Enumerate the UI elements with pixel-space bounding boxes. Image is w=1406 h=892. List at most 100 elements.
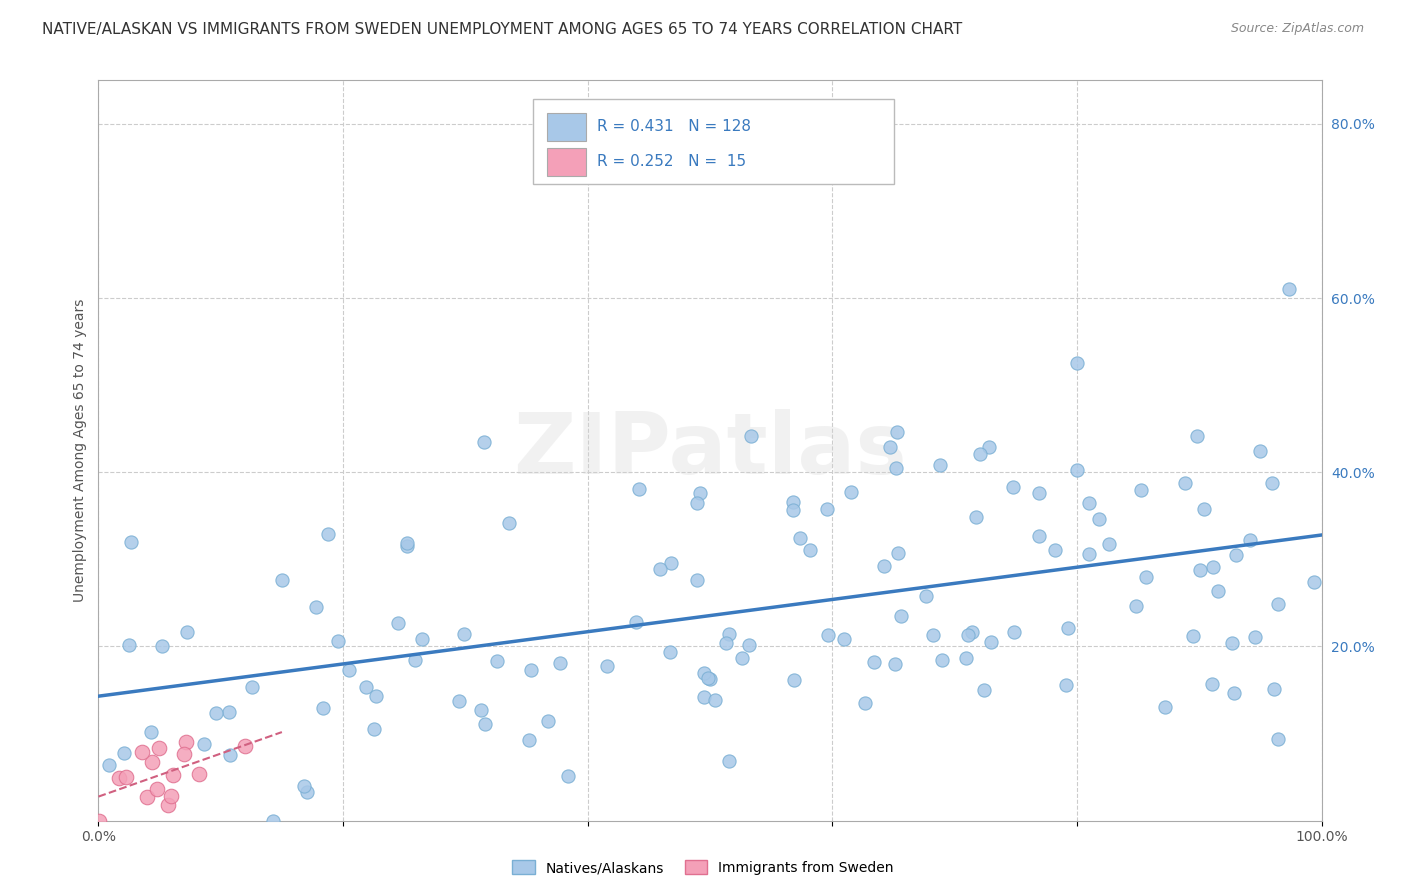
Point <box>883 657 905 672</box>
Point <box>731 650 754 665</box>
Point <box>965 509 987 524</box>
Point <box>1004 624 1026 639</box>
Point <box>271 573 294 587</box>
Point <box>718 754 741 768</box>
Point <box>1088 512 1111 526</box>
FancyBboxPatch shape <box>547 148 586 176</box>
Point <box>447 694 470 708</box>
Point <box>120 535 142 549</box>
Point <box>1130 483 1153 497</box>
Point <box>973 682 995 697</box>
Point <box>1249 443 1271 458</box>
Point <box>1278 281 1301 295</box>
Point <box>782 495 804 509</box>
Text: Source: ZipAtlas.com: Source: ZipAtlas.com <box>1230 22 1364 36</box>
Point <box>485 654 508 668</box>
Point <box>472 435 495 450</box>
Point <box>697 671 720 685</box>
Point <box>145 782 167 797</box>
Point <box>1002 480 1025 494</box>
Point <box>159 789 181 803</box>
Point <box>960 624 983 639</box>
Point <box>703 692 725 706</box>
Point <box>832 632 855 646</box>
Point <box>1201 677 1223 691</box>
Point <box>879 441 901 455</box>
Point <box>517 733 540 747</box>
Point <box>150 640 173 654</box>
Point <box>595 659 617 673</box>
Point <box>87 814 110 828</box>
Point <box>931 653 953 667</box>
Point <box>262 814 284 828</box>
Point <box>1125 599 1147 613</box>
Point <box>520 663 543 677</box>
Point <box>1220 636 1243 650</box>
Y-axis label: Unemployment Among Ages 65 to 74 years: Unemployment Among Ages 65 to 74 years <box>73 299 87 602</box>
Point <box>886 425 908 439</box>
Point <box>714 636 737 650</box>
Point <box>316 527 339 541</box>
Point <box>557 769 579 783</box>
Point <box>737 638 759 652</box>
Point <box>112 746 135 760</box>
Point <box>1028 485 1050 500</box>
Point <box>839 485 862 500</box>
Point <box>240 680 263 694</box>
Point <box>693 690 716 704</box>
Point <box>1206 584 1229 599</box>
Point <box>326 634 349 648</box>
Point <box>955 650 977 665</box>
Point <box>218 747 240 762</box>
Point <box>157 797 180 812</box>
Point <box>174 735 197 749</box>
Point <box>411 632 433 646</box>
Point <box>97 758 120 772</box>
Point <box>1223 686 1246 700</box>
FancyBboxPatch shape <box>533 99 893 184</box>
Point <box>148 741 170 756</box>
Point <box>699 672 721 686</box>
Point <box>1261 475 1284 490</box>
Point <box>718 627 741 641</box>
Point <box>474 717 496 731</box>
Point <box>141 755 163 769</box>
Point <box>1192 502 1215 516</box>
Point <box>799 543 821 558</box>
Legend: Natives/Alaskans, Immigrants from Sweden: Natives/Alaskans, Immigrants from Sweden <box>506 855 900 880</box>
Point <box>1078 496 1101 510</box>
Point <box>1303 575 1326 590</box>
Point <box>853 696 876 710</box>
Point <box>1057 621 1080 635</box>
Text: ZIPatlas: ZIPatlas <box>513 409 907 492</box>
Point <box>740 429 762 443</box>
Point <box>782 503 804 517</box>
Point <box>873 558 896 573</box>
Point <box>453 626 475 640</box>
Point <box>686 573 709 587</box>
Point <box>1239 533 1261 548</box>
Point <box>193 737 215 751</box>
Point <box>817 628 839 642</box>
Point <box>1182 629 1205 643</box>
Point <box>1188 563 1211 577</box>
Point <box>1267 732 1289 747</box>
Point <box>890 608 912 623</box>
Point <box>1043 543 1066 558</box>
Point <box>297 785 319 799</box>
Point <box>969 447 991 461</box>
Point <box>686 496 709 510</box>
Text: R = 0.431   N = 128: R = 0.431 N = 128 <box>598 120 751 135</box>
Point <box>689 486 711 500</box>
Point <box>1267 597 1289 611</box>
Text: NATIVE/ALASKAN VS IMMIGRANTS FROM SWEDEN UNEMPLOYMENT AMONG AGES 65 TO 74 YEARS : NATIVE/ALASKAN VS IMMIGRANTS FROM SWEDEN… <box>42 22 963 37</box>
Point <box>470 703 492 717</box>
Point <box>1154 700 1177 714</box>
Point <box>624 615 647 629</box>
Point <box>1078 547 1101 561</box>
Point <box>1185 429 1208 443</box>
Point <box>135 790 157 805</box>
Point <box>548 656 571 670</box>
Point <box>218 705 240 719</box>
Point <box>922 627 945 641</box>
